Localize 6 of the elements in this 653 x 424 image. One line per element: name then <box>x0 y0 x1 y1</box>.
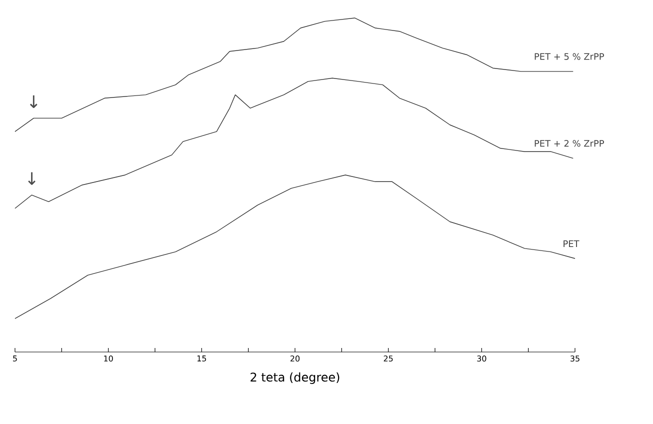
series-label: PET + 2 % ZrPP <box>534 140 604 147</box>
series-label: PET + 5 % ZrPP <box>534 53 604 60</box>
series-label: PET <box>564 240 580 247</box>
annotation: ↓ <box>30 95 38 108</box>
annotation: ↓ <box>28 172 36 185</box>
x-axis-title: 2 teta (degree) <box>250 372 340 384</box>
